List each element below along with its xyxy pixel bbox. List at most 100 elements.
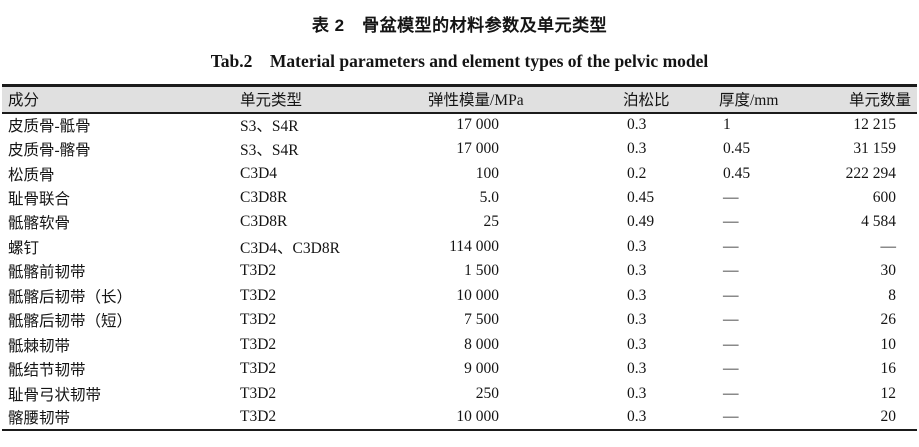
table-cell: 17 000 (456, 140, 499, 158)
table-cell: 骶棘韧带 (8, 337, 71, 355)
header-row: 成分 单元类型 弹性模量/MPa 泊松比 厚度/mm 单元数量 (2, 85, 917, 114)
table-cell: 250 (475, 384, 499, 402)
table-row: 髂腰韧带 T3D2 10 000 0.3 — 20 (2, 406, 917, 430)
table-row: 松质骨 C3D4 100 0.2 0.45 222 294 (2, 161, 917, 185)
table-cell: 0.3 (627, 140, 647, 158)
table-cell: 0.45 (627, 189, 655, 207)
header-cell-element-type: 单元类型 (234, 85, 420, 114)
table-cell: 222 294 (845, 164, 896, 182)
table-cell: — (723, 262, 739, 280)
table-cell: — (723, 384, 739, 402)
table-body: 皮质骨-骶骨 S3、S4R 17 000 0.3 1 12 215 皮质骨-髂骨 S3、S4R… (2, 113, 917, 431)
header-cell-component: 成分 (2, 85, 234, 114)
table-row: 骶髂软骨 C3D8R 25 0.49 — 4 584 (2, 210, 917, 234)
table-cell: 0.3 (627, 408, 647, 426)
table-cell: 1 500 (464, 262, 499, 280)
table-cell: 12 (880, 384, 897, 402)
table-cell: 30 (880, 262, 897, 280)
table-cell: — (723, 408, 739, 426)
table-cell: 骶髂软骨 (8, 215, 71, 233)
table-cell: C3D8R (240, 213, 288, 231)
table-cell: 0.3 (627, 384, 647, 402)
table-cell: 骶髂后韧带（长） (8, 288, 133, 306)
table-cell: 17 000 (456, 116, 499, 134)
table-cell: T3D2 (240, 335, 277, 353)
table-cell: 0.45 (723, 140, 751, 158)
table-cell: 5.0 (479, 189, 499, 207)
table-cell: C3D8R (240, 189, 288, 207)
table-header: 成分 单元类型 弹性模量/MPa 泊松比 厚度/mm 单元数量 (2, 85, 917, 114)
table-cell: 31 159 (853, 140, 896, 158)
table-cell: 螺钉 (8, 239, 40, 257)
table-cell: — (723, 189, 739, 207)
table-cell: 皮质骨-骶骨 (8, 118, 91, 136)
table-cell: 4 584 (861, 213, 896, 231)
table-cell: 骶结节韧带 (8, 362, 86, 380)
table-cell: 600 (872, 189, 896, 207)
table-title-cn: 表 2 骨盆模型的材料参数及单元类型 (311, 16, 608, 35)
table-cell: — (723, 237, 739, 255)
table-cell: 髂腰韧带 (8, 410, 71, 428)
table-cell: 26 (880, 311, 897, 329)
table-cell: 骶髂后韧带（短） (8, 313, 133, 331)
table-cell: T3D2 (240, 384, 277, 402)
table-row: 骶髂后韧带（短） T3D2 7 500 0.3 — 26 (2, 308, 917, 332)
table-cell: 0.3 (627, 237, 647, 255)
table-cell: 8 (888, 286, 896, 304)
table-cell: S3、S4R (240, 142, 299, 160)
table-cell: T3D2 (240, 408, 277, 426)
table-cell: 8 000 (464, 335, 499, 353)
table-cell: 10 (880, 335, 897, 353)
table-cell: 100 (475, 164, 499, 182)
table-title-en: Tab.2 Material parameters and element ty… (210, 51, 709, 71)
table-cell: — (723, 335, 739, 353)
header-cell-thickness: 厚度/mm (714, 85, 838, 114)
table-cell: 耻骨联合 (8, 191, 71, 209)
table-cell: — (880, 237, 897, 255)
table-row: 皮质骨-髂骨 S3、S4R 17 000 0.3 0.45 31 159 (2, 137, 917, 161)
table-cell: 耻骨弓状韧带 (8, 386, 102, 404)
table-cell: 0.3 (627, 360, 647, 378)
table-cell: — (723, 286, 739, 304)
table-cell: T3D2 (240, 311, 277, 329)
table-cell: 12 215 (853, 116, 896, 134)
table-row: 骶髂前韧带 T3D2 1 500 0.3 — 30 (2, 259, 917, 283)
table-cell: — (723, 213, 739, 231)
table-row: 骶结节韧带 T3D2 9 000 0.3 — 16 (2, 357, 917, 381)
table-cell: 10 000 (456, 408, 499, 426)
table-cell: T3D2 (240, 262, 277, 280)
table-cell: 皮质骨-髂骨 (8, 142, 91, 160)
table-cell: 松质骨 (8, 166, 55, 184)
table-cell: 0.45 (723, 164, 751, 182)
table-cell: 骶髂前韧带 (8, 264, 86, 282)
table-cell: 0.3 (627, 335, 647, 353)
table-row: 骶髂后韧带（长） T3D2 10 000 0.3 — 8 (2, 284, 917, 308)
table-cell: 114 000 (449, 237, 499, 255)
table-cell: 0.3 (627, 262, 647, 280)
table-cell: S3、S4R (240, 118, 299, 136)
table-cell: 1 (723, 116, 731, 134)
table-row: 螺钉 C3D4、C3D8R 114 000 0.3 — — (2, 235, 917, 259)
table-cell: 7 500 (464, 311, 499, 329)
table-cell: — (723, 360, 739, 378)
table-cell: 0.3 (627, 116, 647, 134)
header-cell-elastic-modulus: 弹性模量/MPa (420, 85, 614, 114)
table-row: 耻骨联合 C3D8R 5.0 0.45 — 600 (2, 186, 917, 210)
table-cell: 9 000 (464, 360, 499, 378)
table-cell: 16 (880, 360, 897, 378)
table-cell: 0.3 (627, 311, 647, 329)
materials-table: 成分 单元类型 弹性模量/MPa 泊松比 厚度/mm 单元数量 皮质骨-骶骨 S3… (2, 84, 917, 432)
table-cell: 10 000 (456, 286, 499, 304)
table-cell: 0.3 (627, 286, 647, 304)
table-cell: C3D4、C3D8R (240, 239, 340, 257)
table-cell: 20 (880, 408, 897, 426)
table-row: 皮质骨-骶骨 S3、S4R 17 000 0.3 1 12 215 (2, 113, 917, 137)
table-cell: T3D2 (240, 286, 277, 304)
table-cell: 0.49 (627, 213, 655, 231)
header-cell-element-count: 单元数量 (838, 85, 917, 114)
table-cell: T3D2 (240, 360, 277, 378)
header-cell-poisson-ratio: 泊松比 (614, 85, 714, 114)
table-cell: — (723, 311, 739, 329)
table-row: 骶棘韧带 T3D2 8 000 0.3 — 10 (2, 332, 917, 356)
